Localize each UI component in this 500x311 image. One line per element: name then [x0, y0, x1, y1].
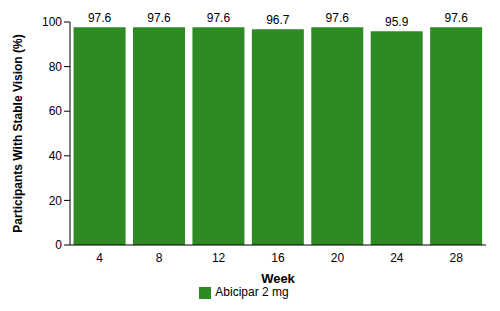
svg-text:97.6: 97.6 — [147, 11, 171, 25]
svg-text:96.7: 96.7 — [266, 13, 290, 27]
svg-text:20: 20 — [49, 194, 63, 208]
svg-text:97.6: 97.6 — [207, 11, 231, 25]
html-text:Abicipar 2 mg: Abicipar 2 mg — [215, 285, 289, 299]
svg-text:97.6: 97.6 — [444, 11, 468, 25]
svg-text:95.9: 95.9 — [385, 15, 409, 29]
svg-text:Week: Week — [261, 271, 295, 286]
svg-text:12: 12 — [212, 251, 226, 265]
svg-text:Participants With Stable Visio: Participants With Stable Vision (%) — [11, 34, 25, 232]
svg-text:60: 60 — [49, 104, 63, 118]
svg-text:80: 80 — [49, 60, 63, 74]
svg-text:8: 8 — [156, 251, 163, 265]
svg-text:40: 40 — [49, 149, 63, 163]
svg-text:20: 20 — [331, 251, 345, 265]
svg-text:100: 100 — [42, 15, 62, 29]
svg-text:97.6: 97.6 — [326, 11, 350, 25]
svg-text:4: 4 — [96, 251, 103, 265]
svg-text:97.6: 97.6 — [88, 11, 112, 25]
svg-text:28: 28 — [450, 251, 464, 265]
svg-text:0: 0 — [55, 238, 62, 252]
svg-text:16: 16 — [271, 251, 285, 265]
svg-text:24: 24 — [390, 251, 404, 265]
